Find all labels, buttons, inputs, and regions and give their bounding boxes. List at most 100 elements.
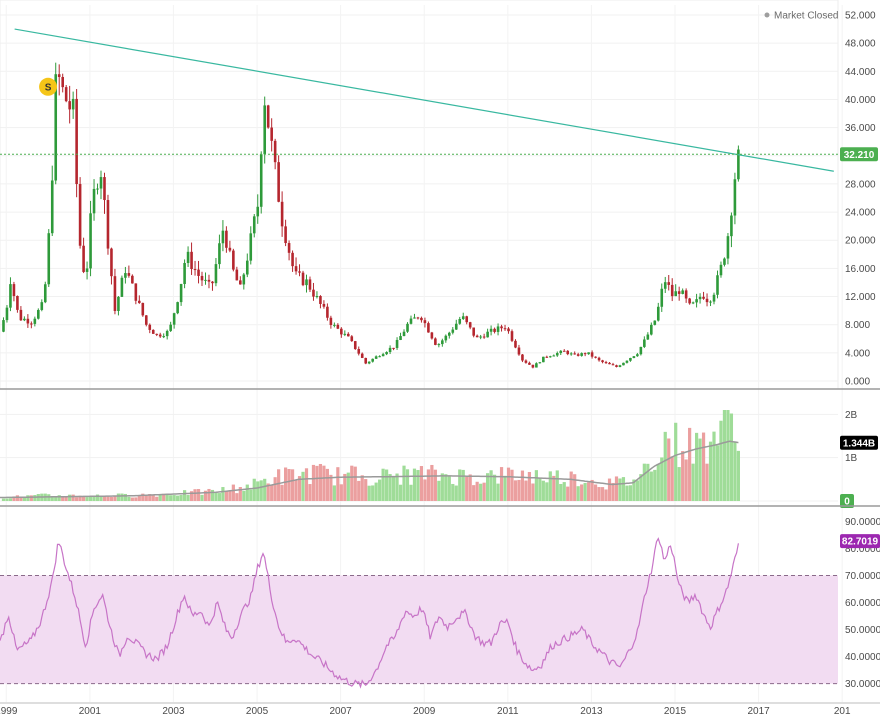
candle-body [454, 323, 458, 330]
volume-bar [318, 463, 323, 501]
rsi-line [0, 537, 739, 689]
volume-zero-badge-label: 0 [844, 497, 850, 508]
volume-bar [503, 475, 507, 501]
volume-bar [378, 479, 382, 501]
candle-body [155, 333, 159, 335]
volume-bar [182, 490, 187, 501]
candle-body [472, 327, 475, 336]
price-tick-label: 28.000 [845, 179, 876, 190]
volume-bar [440, 473, 444, 501]
volume-bar [123, 493, 127, 501]
candle-body [263, 105, 267, 155]
candle-body [500, 326, 503, 329]
rsi-axis[interactable]: 30.0000 40.0000 50.0000 60.0000 70.0000 80.00… [845, 517, 880, 690]
volume-bar [649, 471, 653, 501]
volume-bar [482, 482, 486, 501]
volume-axis[interactable]: 1B 2B [845, 410, 858, 464]
candle-body [653, 320, 657, 325]
rsi-tick-label: 30.0000 [845, 679, 880, 690]
volume-bar [719, 420, 723, 501]
candle-body [193, 269, 197, 271]
volume-bar [635, 480, 639, 501]
candle-body [507, 328, 510, 332]
volume-bar [346, 472, 350, 501]
volume-panel[interactable]: 1B 2B 1.344B 0 [0, 410, 878, 508]
rsi-band [0, 575, 838, 684]
candle-body [353, 341, 357, 350]
price-tick-label: 0.000 [845, 377, 870, 388]
volume-bar [381, 468, 385, 501]
candle-body [388, 347, 392, 353]
volume-bar [50, 496, 54, 501]
volume-bar [95, 494, 100, 501]
candle-body [427, 323, 430, 333]
volume-bar [663, 431, 667, 501]
volume-bar [618, 478, 622, 501]
candle-body [625, 360, 629, 363]
volume-bar [343, 473, 347, 501]
volume-bar [423, 479, 427, 501]
time-tick-label: 2009 [413, 706, 436, 716]
volume-bar [405, 469, 410, 501]
volume-bar [444, 474, 448, 501]
volume-bar [15, 495, 20, 501]
candle-body [280, 201, 284, 227]
volume-bar [590, 479, 594, 501]
volume-bar [266, 483, 270, 501]
market-status-dot-icon [764, 12, 770, 18]
volume-bar [656, 463, 660, 501]
volume-bar [12, 496, 16, 501]
volume-bar [499, 467, 504, 501]
candle-body [312, 289, 315, 297]
volume-bar [270, 485, 274, 501]
volume-bar [127, 496, 131, 501]
candle-body [99, 177, 103, 189]
volume-bar [186, 494, 190, 501]
candle-body [618, 365, 622, 367]
candle-body [611, 364, 615, 366]
candle-body [604, 362, 608, 364]
candle-body [712, 294, 716, 302]
candle-body [214, 264, 218, 284]
candle-body [549, 356, 552, 358]
volume-bar [712, 431, 716, 501]
volume-bar [29, 495, 33, 501]
candle-body [684, 290, 688, 299]
candle-body [148, 324, 152, 330]
price-tick-label: 48.000 [845, 39, 876, 50]
volume-bar [691, 463, 695, 501]
candle-body [670, 284, 674, 297]
trendline[interactable] [14, 28, 834, 172]
candle-body [545, 356, 549, 358]
candle-body [444, 335, 448, 341]
volume-bar [520, 470, 525, 501]
candle-body [709, 301, 712, 303]
volume-bar [78, 495, 82, 501]
volume-bar [228, 490, 232, 501]
candle-body [479, 336, 482, 338]
volume-bar [625, 485, 629, 501]
volume-bar [729, 413, 734, 501]
candle-body [40, 302, 44, 310]
volume-bar [277, 469, 281, 501]
rsi-tick-label: 40.0000 [845, 652, 880, 663]
rsi-panel[interactable]: 30.0000 40.0000 50.0000 60.0000 70.0000 80.00… [0, 517, 880, 690]
split-marker[interactable]: S [39, 77, 58, 96]
candle-body [503, 328, 507, 330]
candle-body [200, 275, 204, 281]
candle-body [559, 350, 563, 354]
candle-body [183, 262, 186, 285]
candle-body [305, 279, 308, 286]
candle-body [256, 206, 260, 217]
candle-body [674, 291, 677, 297]
candle-body [9, 284, 12, 308]
volume-bar [465, 476, 469, 501]
split-marker-circle[interactable] [39, 77, 58, 96]
candle-body [336, 324, 340, 329]
candle-body [5, 307, 9, 321]
volume-bar [308, 484, 312, 501]
volume-bar [705, 463, 709, 501]
candle-body [663, 282, 667, 289]
